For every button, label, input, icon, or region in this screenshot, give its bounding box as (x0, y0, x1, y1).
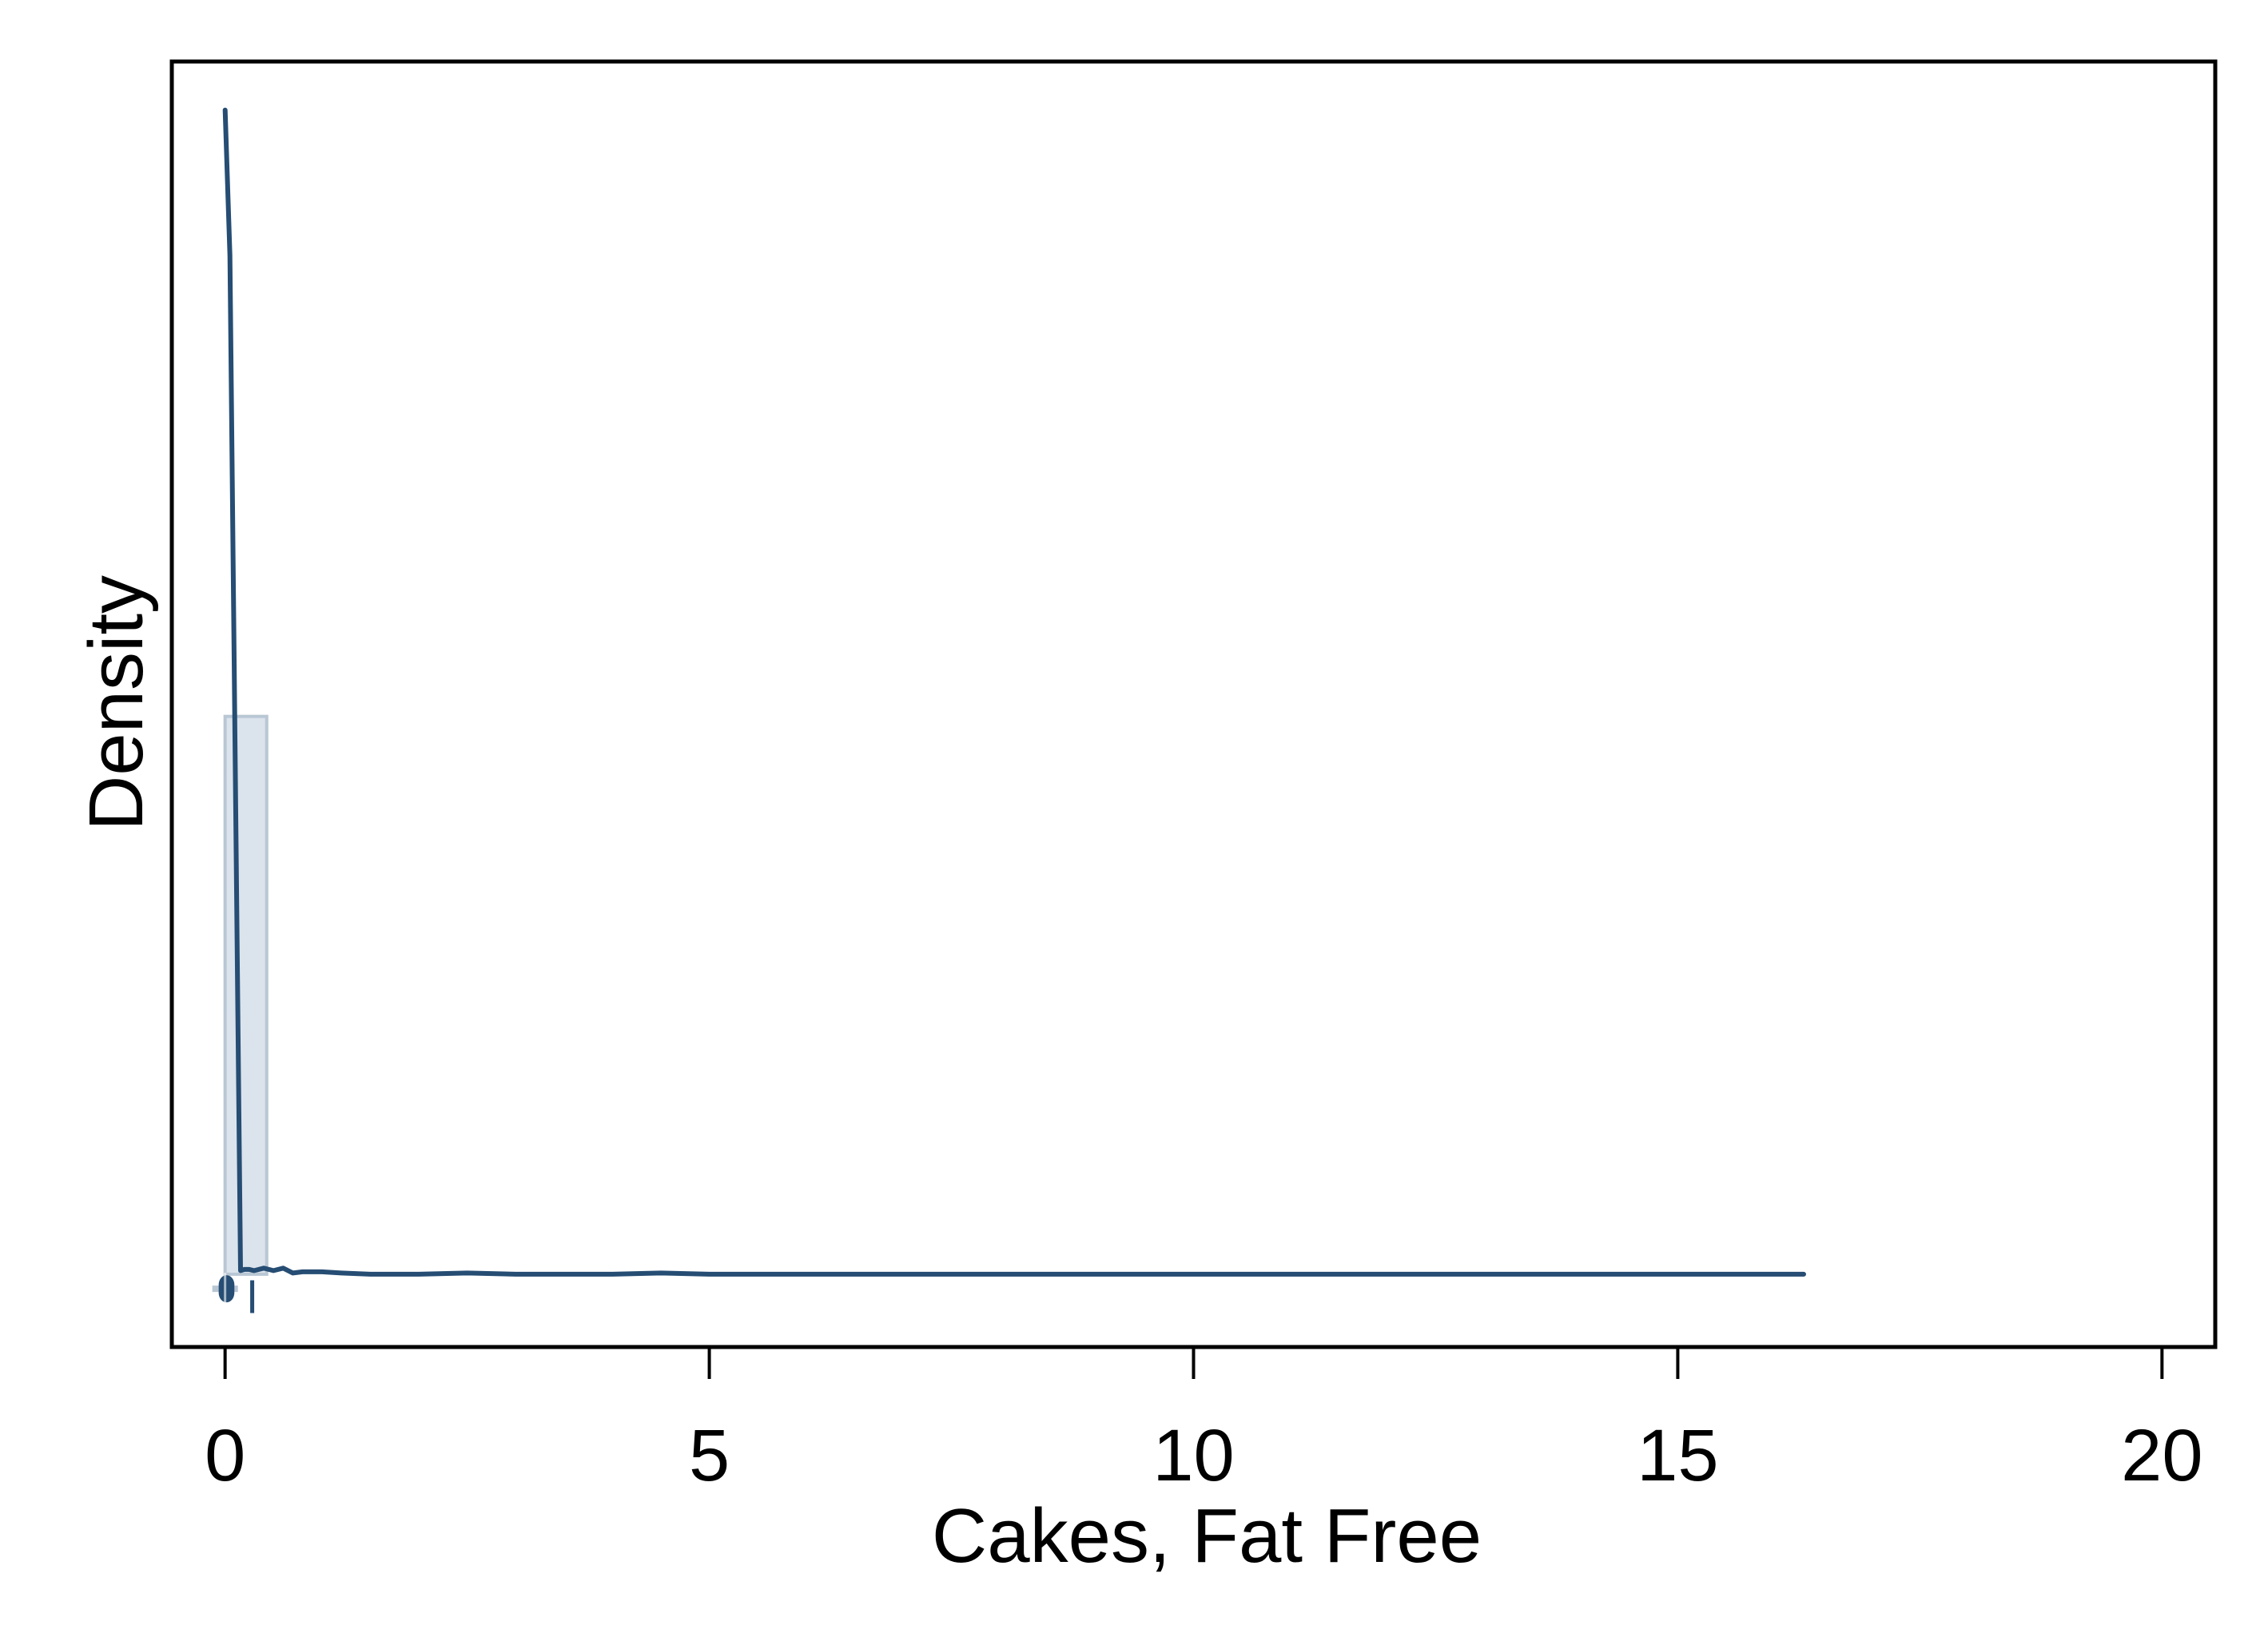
y-axis-title: Density (74, 575, 159, 831)
plot-layer (212, 107, 1806, 1313)
x-axis-ticks: 0 5 10 15 20 (205, 1347, 2203, 1496)
x-tick-label-0: 0 (205, 1415, 245, 1496)
density-curve-line (222, 107, 1806, 1277)
x-tick-label-3: 15 (1637, 1415, 1718, 1496)
histogram-bar-0 (223, 714, 269, 1276)
x-tick-label-1: 5 (689, 1415, 730, 1496)
x-tick-label-2: 10 (1152, 1415, 1234, 1496)
x-tick-label-4: 20 (2121, 1415, 2202, 1496)
boxplot-box (218, 1275, 235, 1303)
x-axis-title: Cakes, Fat Free (932, 1493, 1482, 1579)
